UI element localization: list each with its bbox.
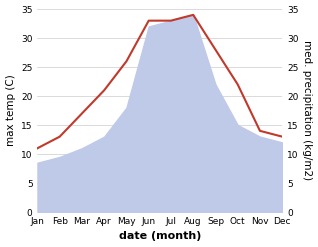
- Y-axis label: max temp (C): max temp (C): [5, 75, 16, 146]
- Y-axis label: med. precipitation (kg/m2): med. precipitation (kg/m2): [302, 41, 313, 181]
- X-axis label: date (month): date (month): [119, 231, 201, 242]
